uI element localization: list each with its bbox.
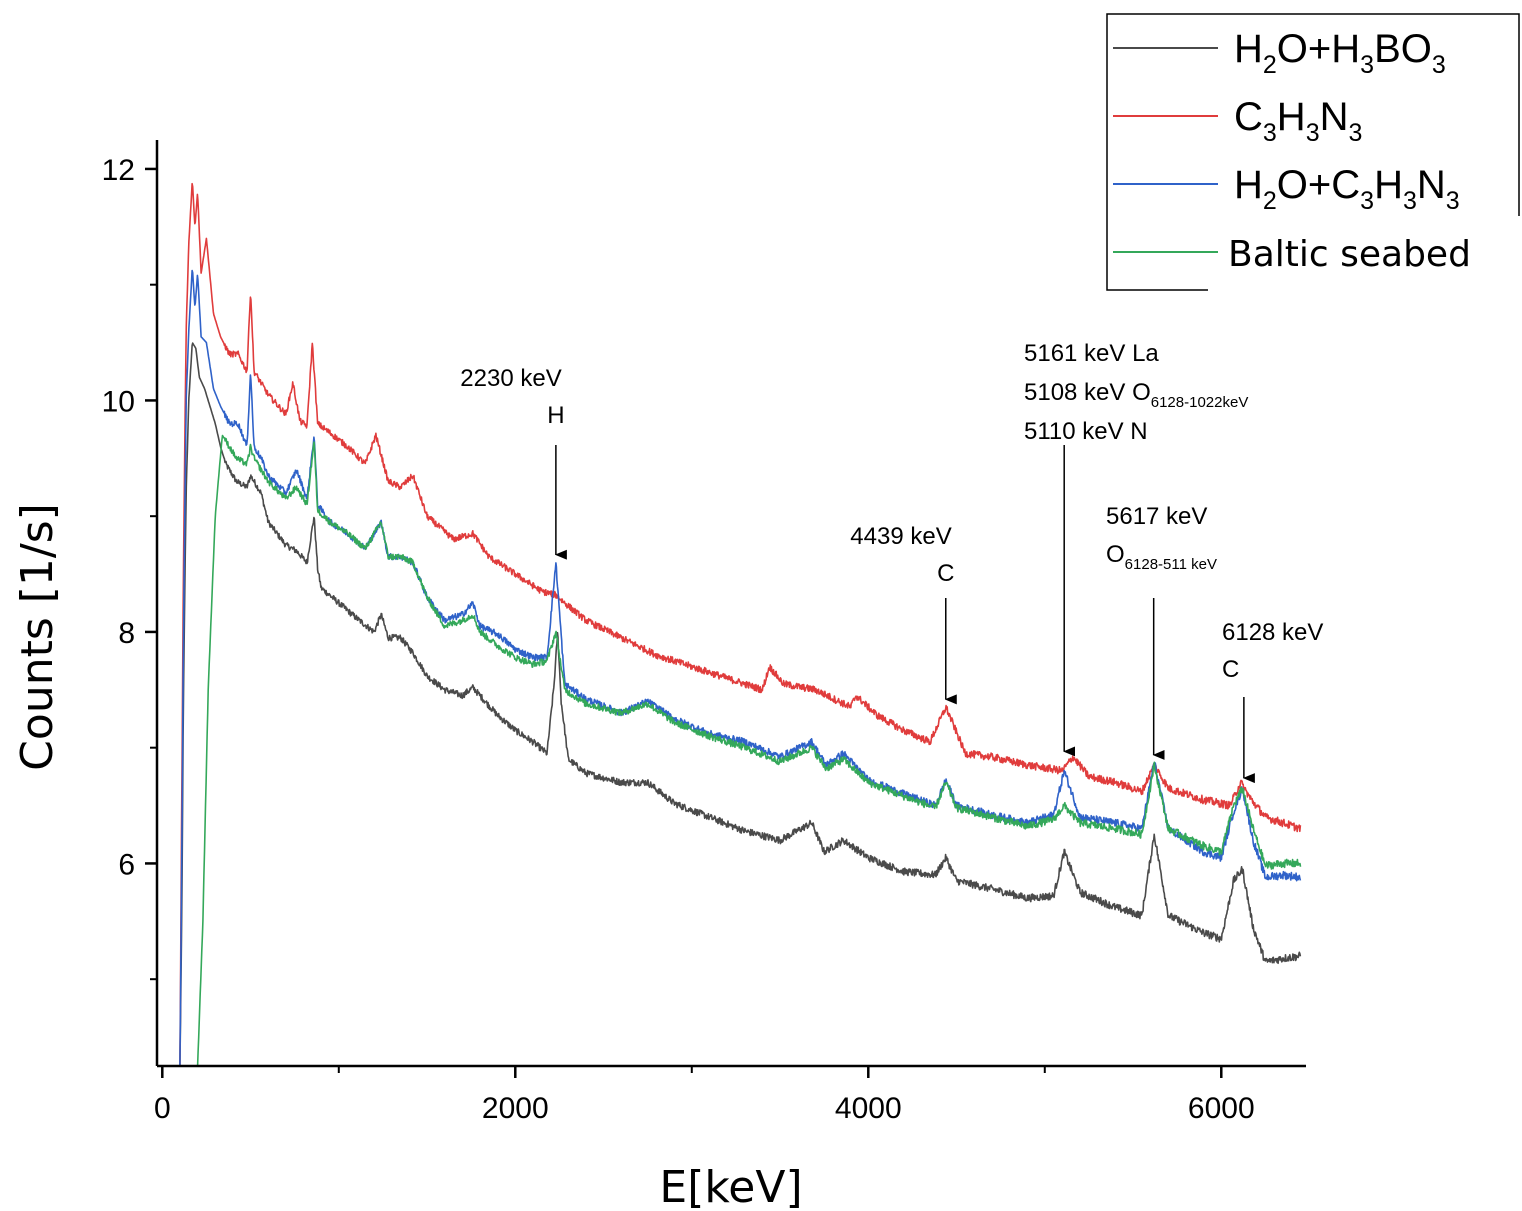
peak-annotation: 5617 keV O6128-511 keV xyxy=(1106,503,1217,760)
text-run: C xyxy=(937,560,954,587)
text-run: O+H xyxy=(1277,27,1360,71)
text-run: 3 xyxy=(1348,119,1362,147)
legend-item-baltic: Baltic seabed xyxy=(1113,234,1471,275)
peak-annotation: 2230 keV H xyxy=(460,365,567,560)
legend-label: Baltic seabed xyxy=(1228,234,1471,275)
text-run: 6128 keV xyxy=(1222,619,1323,646)
x-tick-label: 0 xyxy=(154,1092,171,1125)
series-line-h2o_h3bo3 xyxy=(179,342,1302,1067)
x-tick-label: 6000 xyxy=(1188,1092,1255,1125)
text-run: 2230 keV xyxy=(460,365,561,392)
legend-frame xyxy=(1106,13,1520,291)
text-run: 3 xyxy=(1446,187,1460,215)
text-run: N xyxy=(1320,95,1349,139)
series-line-baltic xyxy=(196,434,1302,1067)
text-run: 6128-1022keV xyxy=(1151,394,1249,411)
text-run: 3 xyxy=(1306,119,1320,147)
text-run: 2 xyxy=(1263,187,1277,215)
text-run: H xyxy=(1234,27,1263,71)
annotation-text: 5161 keV La xyxy=(1024,340,1159,367)
x-axis-title: E[keV] xyxy=(659,1162,802,1211)
annotation-text: 5617 keV xyxy=(1106,503,1207,530)
legend-item-h2o_c3h3n3: H2O+C3H3N3 xyxy=(1113,163,1460,215)
text-run: H xyxy=(1277,95,1306,139)
text-run: C xyxy=(1222,656,1239,683)
peak-annotation: 6128 keV C xyxy=(1222,619,1323,784)
series-line-c3h3n3 xyxy=(179,182,1302,1067)
text-run: 2 xyxy=(1263,51,1277,79)
text-run: H xyxy=(547,402,564,429)
y-tick-label: 6 xyxy=(118,848,135,881)
x-tick-label: 2000 xyxy=(482,1092,549,1125)
legend-item-h2o_h3bo3: H2O+H3BO3 xyxy=(1113,27,1446,79)
text-run: H xyxy=(1374,163,1403,207)
text-run: 3 xyxy=(1403,187,1417,215)
text-run: 3 xyxy=(1360,187,1374,215)
annotation-text: H xyxy=(547,402,564,429)
legend-label: H2O+C3H3N3 xyxy=(1234,163,1460,215)
text-run: 3 xyxy=(1263,119,1277,147)
annotation-text: 5110 keV N xyxy=(1024,418,1148,445)
text-run: H xyxy=(1234,163,1263,207)
axes-layer: 0 2000 4000 6000 6 8 10 12 xyxy=(102,140,1306,1125)
y-tick-label: 12 xyxy=(102,154,135,187)
text-run: 5110 keV N xyxy=(1024,418,1148,445)
text-run: N xyxy=(1417,163,1446,207)
text-run: 6128-511 keV xyxy=(1125,556,1217,573)
annotation-text: C xyxy=(1222,656,1239,683)
y-tick-label: 8 xyxy=(118,617,135,650)
y-axis-title: Counts [1/s] xyxy=(12,503,63,771)
annotation-text: 4439 keV xyxy=(850,523,951,550)
legend-label: H2O+H3BO3 xyxy=(1234,27,1446,79)
legend-label: C3H3N3 xyxy=(1234,95,1362,147)
annotation-text: C xyxy=(937,560,954,587)
series-layer xyxy=(179,182,1302,1067)
y-tick-label: 10 xyxy=(102,385,135,418)
text-run: 3 xyxy=(1432,51,1446,79)
text-run: C xyxy=(1234,95,1263,139)
text-run: 4439 keV xyxy=(850,523,951,550)
legend-item-c3h3n3: C3H3N3 xyxy=(1113,95,1362,147)
text-run: 3 xyxy=(1360,51,1374,79)
annotation-text: 5108 keV O6128-1022keV xyxy=(1024,379,1248,411)
text-run: 5108 keV O xyxy=(1024,379,1151,406)
text-run: O+C xyxy=(1277,163,1360,207)
x-tick-label: 4000 xyxy=(835,1092,902,1125)
text-run: 5161 keV La xyxy=(1024,340,1159,367)
text-run: 5617 keV xyxy=(1106,503,1207,530)
annotation-text: O6128-511 keV xyxy=(1106,541,1217,573)
peak-annotation: 4439 keV C xyxy=(850,523,957,705)
annotation-text: 2230 keV xyxy=(460,365,561,392)
text-run: O xyxy=(1106,541,1125,568)
text-run: BO xyxy=(1374,27,1432,71)
annotation-text: 6128 keV xyxy=(1222,619,1323,646)
